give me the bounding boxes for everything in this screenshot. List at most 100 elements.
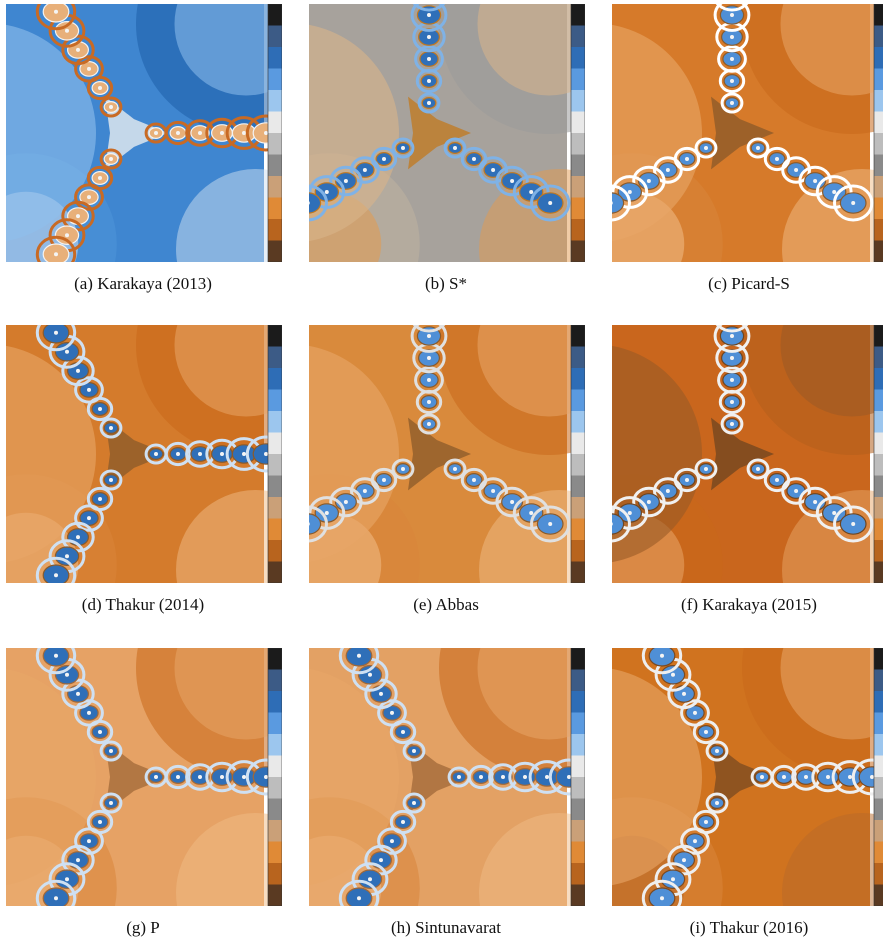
bulb-core	[368, 877, 372, 882]
bulb-core	[343, 179, 348, 183]
colorbar-segment	[571, 648, 585, 670]
bulb-core	[813, 179, 818, 183]
colorbar-segment	[268, 518, 282, 541]
bulb	[309, 513, 322, 535]
bulb-ring	[641, 648, 683, 675]
bulb-core	[794, 489, 799, 493]
bulb-core	[427, 400, 431, 404]
bulb-ring	[717, 45, 747, 73]
bulb-ring	[410, 325, 448, 353]
bulb-ring	[798, 165, 832, 197]
bulb-core	[665, 168, 670, 172]
bulb-core	[715, 801, 719, 805]
bulb-ring	[417, 92, 441, 114]
bulb-ring	[667, 844, 701, 876]
bulb-ring	[680, 699, 710, 727]
colorbar-segment	[874, 346, 883, 369]
bulb-core	[242, 131, 246, 135]
colorbar-segment	[268, 712, 282, 735]
bulb-core	[76, 691, 80, 696]
bulb-core	[453, 146, 457, 150]
colorbar-segment	[571, 133, 585, 155]
colorbar-segment	[874, 389, 883, 412]
colorbar-segment	[874, 518, 883, 541]
colorbar-segment	[268, 777, 282, 799]
colorbar-segment	[874, 47, 883, 69]
bulb-ring	[632, 165, 666, 197]
bulb-core	[87, 387, 91, 392]
bulb-ring	[338, 879, 380, 906]
colorbar-segment	[874, 497, 883, 519]
colorbar-segment	[571, 4, 585, 26]
bulb-core	[813, 500, 818, 504]
colorbar-segment	[874, 755, 883, 778]
colorbar-segment	[571, 176, 585, 198]
colorbar-outline	[267, 648, 282, 906]
colorbar-segment	[268, 669, 282, 692]
bulb-core	[427, 13, 431, 17]
bulb-core	[65, 233, 69, 238]
bulb-core	[362, 168, 367, 172]
colorbar-segment	[268, 133, 282, 155]
colorbar-segment	[268, 368, 282, 390]
bulb-ring	[35, 325, 77, 352]
colorbar-outline	[570, 648, 585, 906]
bulb-core	[198, 131, 202, 135]
bulb-core	[427, 101, 431, 105]
colorbar-segment	[571, 25, 585, 48]
bulb-core	[242, 452, 246, 456]
colorbar-segment	[874, 240, 883, 262]
bulb-core	[804, 775, 808, 779]
bulb-core	[671, 672, 675, 677]
colorbar-segment	[268, 432, 282, 455]
panel-caption: (g) P	[126, 918, 160, 937]
bulb-core	[368, 672, 372, 677]
bulb-ring	[641, 879, 683, 906]
bulb-core	[87, 710, 91, 715]
bulb-core	[98, 730, 102, 734]
fractal-image	[612, 648, 883, 906]
colorbar-segment	[571, 47, 585, 69]
bulb	[612, 192, 625, 214]
basin-band	[780, 325, 883, 417]
bulb-ring	[713, 325, 751, 353]
colorbar-segment	[268, 798, 282, 821]
fractal-image	[6, 325, 282, 583]
colorbar-segment	[268, 90, 282, 112]
colorbar-outline	[873, 325, 883, 583]
bulb-ring	[35, 556, 77, 583]
bulb-core	[730, 101, 734, 105]
bulb-ring	[653, 477, 683, 505]
bulb-core	[567, 775, 571, 779]
colorbar-segment	[571, 219, 585, 241]
bulb-ring	[694, 458, 718, 480]
central-star	[408, 417, 471, 491]
bulb-ring	[467, 764, 495, 790]
bulb-core	[65, 877, 69, 882]
bulb-ring	[364, 678, 398, 710]
basin-band	[477, 4, 585, 96]
bulb-core	[775, 157, 779, 161]
bulb-core	[264, 131, 268, 135]
colorbar-segment	[268, 411, 282, 433]
bulb-ring	[164, 764, 192, 790]
bulb-core	[65, 672, 69, 677]
basin-band	[176, 169, 282, 262]
bulb-core	[382, 478, 386, 482]
bulb-core	[646, 500, 651, 504]
colorbar-segment	[874, 561, 883, 583]
bulb-ring	[715, 325, 749, 333]
bulb-core	[457, 775, 461, 779]
colorbar-segment	[874, 798, 883, 821]
bulb-core	[412, 749, 416, 753]
bulb-core	[309, 522, 310, 526]
bulb-core	[832, 190, 837, 194]
colorbar-segment	[268, 111, 282, 134]
bulb-core	[109, 157, 113, 161]
colorbar-segment	[571, 197, 585, 220]
colorbar-segment	[874, 133, 883, 155]
colorbar-segment	[874, 325, 883, 347]
colorbar-outline	[267, 325, 282, 583]
bulb-ring	[495, 486, 529, 518]
